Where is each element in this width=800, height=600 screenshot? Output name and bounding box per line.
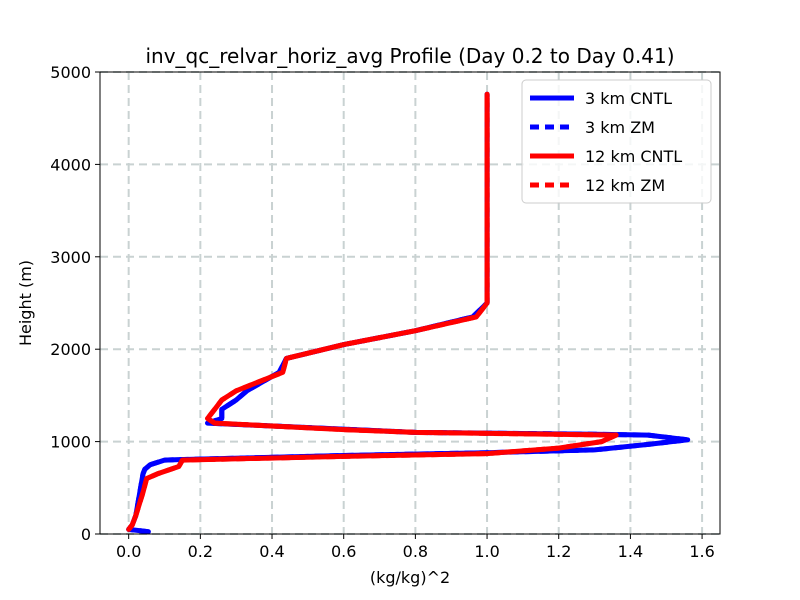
x-tick-label: 0.4 <box>259 542 284 561</box>
x-tick-label: 1.4 <box>618 542 643 561</box>
plot-frame <box>99 71 721 535</box>
y-tick-label: 3000 <box>50 248 91 267</box>
legend-label: 12 km CNTL <box>585 147 682 166</box>
legend-frame <box>521 79 712 204</box>
series-line-12-km-zm <box>126 94 619 531</box>
y-axis: 0 1000 2000 3000 4000 5000 <box>50 63 100 544</box>
x-tick-label: 0.2 <box>188 542 213 561</box>
y-tick-label: 2000 <box>50 340 91 359</box>
y-tick-label: 1000 <box>50 433 91 452</box>
x-tick-label: 0.0 <box>116 542 141 561</box>
legend-label: 3 km ZM <box>585 118 655 137</box>
y-tick-label: 0 <box>81 525 91 544</box>
legend-label: 3 km CNTL <box>585 89 672 108</box>
x-tick-label: 1.0 <box>474 542 499 561</box>
y-tick-label: 5000 <box>50 63 91 82</box>
y-tick-label: 4000 <box>50 155 91 174</box>
x-tick-label: 0.8 <box>403 542 428 561</box>
series-layer <box>126 91 691 535</box>
chart-title: inv_qc_relvar_horiz_avg Profile (Day 0.2… <box>145 44 674 68</box>
legend-label: 12 km ZM <box>585 176 665 195</box>
x-axis-label: (kg/kg)^2 <box>370 568 450 587</box>
x-tick-label: 1.6 <box>689 542 714 561</box>
x-tick-label: 0.6 <box>331 542 356 561</box>
y-axis-label: Height (m) <box>16 260 35 346</box>
x-tick-label: 1.2 <box>546 542 571 561</box>
legend: 3 km CNTL 3 km ZM 12 km CNTL 12 km ZM <box>521 79 712 204</box>
x-axis: 0.0 0.2 0.4 0.6 0.8 1.0 1.2 1.4 1.6 <box>116 534 715 561</box>
